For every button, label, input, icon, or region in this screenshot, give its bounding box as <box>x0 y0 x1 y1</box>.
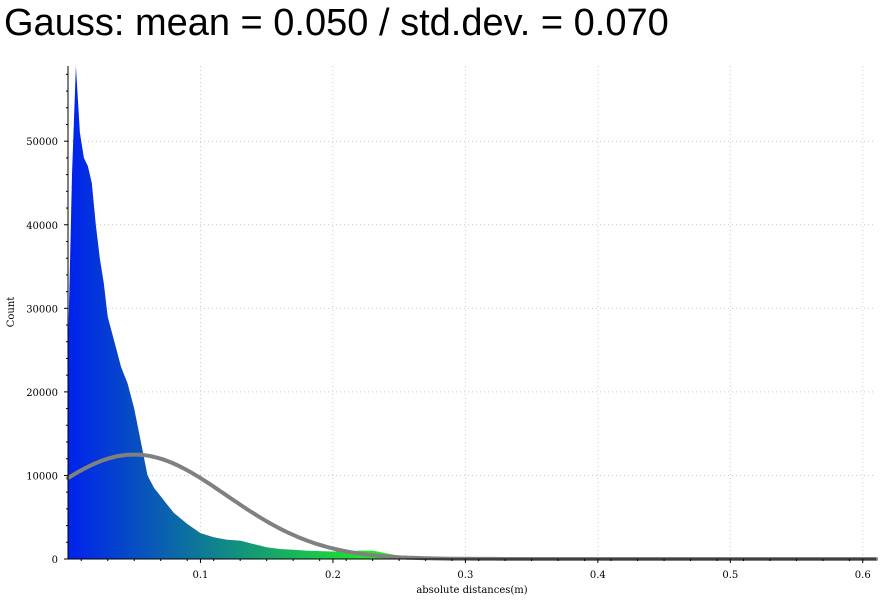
y-tick-label: 30000 <box>26 304 58 315</box>
y-tick-label: 0 <box>52 555 58 566</box>
x-tick-label: 0.1 <box>193 570 209 581</box>
y-tick-label: 40000 <box>26 221 58 232</box>
x-tick-label: 0.2 <box>325 570 341 581</box>
axes: 0.1 0.2 0.3 0.4 0.5 0.6 0 10000 20000 30000 40000 5… <box>26 66 876 581</box>
x-tick-label: 0.4 <box>590 570 606 581</box>
y-tick-label: 20000 <box>26 388 58 399</box>
chart-title: Gauss: mean = 0.050 / std.dev. = 0.070 <box>4 2 669 44</box>
x-tick-label: 0.6 <box>855 570 871 581</box>
x-axis-label: absolute distances(m) <box>416 585 527 596</box>
histogram-area <box>68 66 876 559</box>
histogram-bars <box>68 66 876 559</box>
y-axis-label: Count <box>6 297 17 328</box>
y-tick-label: 50000 <box>26 137 58 148</box>
x-tick-label: 0.5 <box>722 570 738 581</box>
y-tick-label: 10000 <box>26 471 58 482</box>
grid-lines <box>68 66 876 559</box>
x-tick-label: 0.3 <box>457 570 473 581</box>
